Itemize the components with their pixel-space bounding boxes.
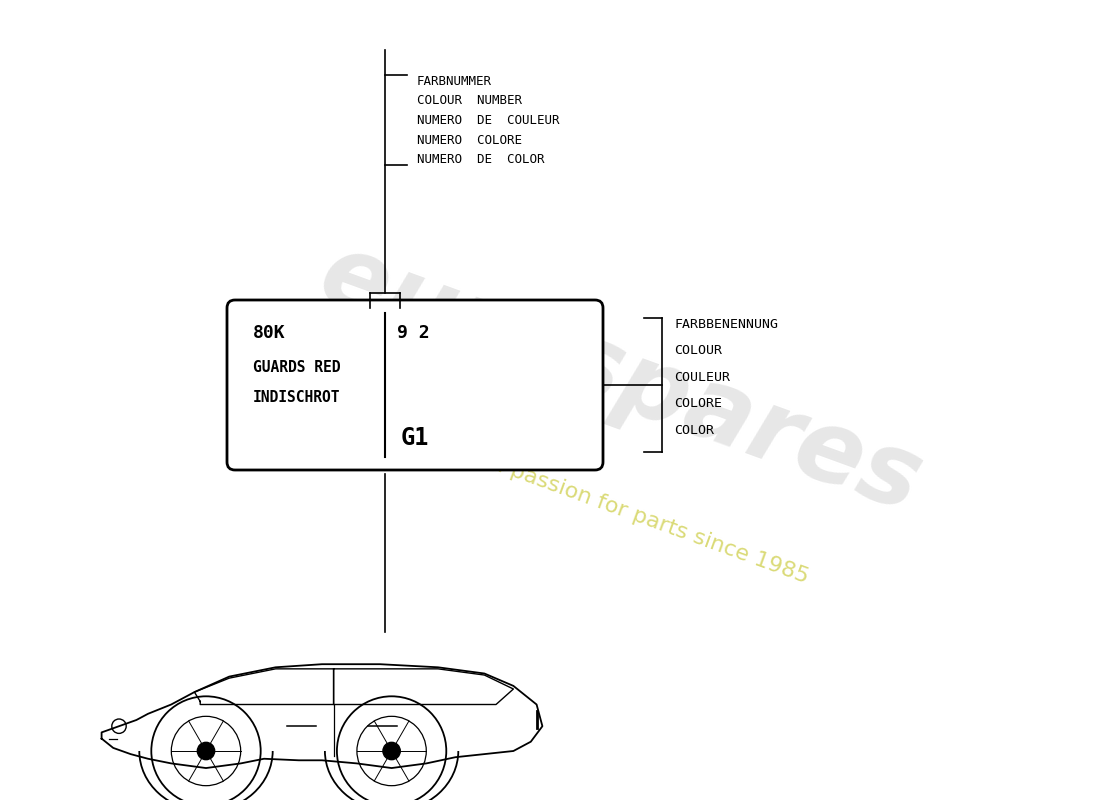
Text: 80K: 80K [253,324,286,342]
Text: NUMERO  COLORE: NUMERO COLORE [417,134,522,146]
Text: COLORE: COLORE [674,398,722,410]
Text: NUMERO  DE  COLOR: NUMERO DE COLOR [417,153,544,166]
Text: G1: G1 [400,426,429,450]
FancyBboxPatch shape [227,300,603,470]
Text: COLOUR  NUMBER: COLOUR NUMBER [417,94,522,107]
Circle shape [383,742,400,760]
Text: FARBNUMMER: FARBNUMMER [417,75,492,88]
Text: GUARDS RED: GUARDS RED [253,360,341,375]
Text: NUMERO  DE  COULEUR: NUMERO DE COULEUR [417,114,560,127]
Text: INDISCHROT: INDISCHROT [253,390,341,405]
Text: eurospares: eurospares [306,226,934,534]
Text: COLOUR: COLOUR [674,345,722,358]
Text: COLOR: COLOR [674,424,714,437]
Text: FARBBENENNUNG: FARBBENENNUNG [674,318,778,331]
Text: COULEUR: COULEUR [674,371,730,384]
Text: a passion for parts since 1985: a passion for parts since 1985 [488,453,812,587]
Circle shape [197,742,215,760]
Text: 9 2: 9 2 [397,324,430,342]
